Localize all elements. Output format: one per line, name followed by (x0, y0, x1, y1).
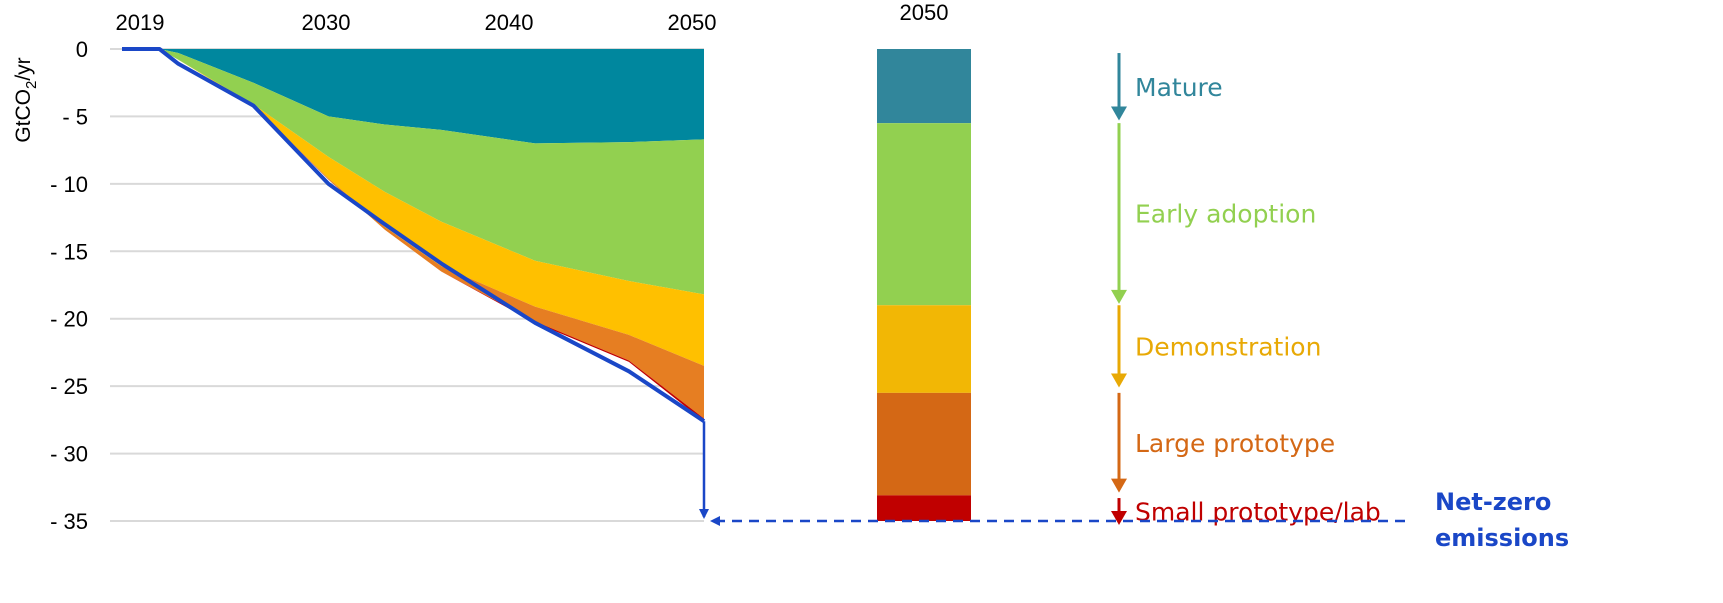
area-early-adoption (122, 49, 704, 295)
x-tick-label: 2040 (485, 10, 534, 35)
stage-arrow-head (1111, 289, 1127, 304)
stage-label: Early adoption (1135, 200, 1316, 229)
bar-segment-demonstration (877, 305, 971, 393)
stage-arrow-head (1111, 478, 1127, 493)
stage-label: Demonstration (1135, 332, 1321, 361)
x-tick-label: 2050 (668, 10, 717, 35)
y-tick-label: - 35 (50, 509, 88, 534)
area-demonstration (122, 49, 704, 366)
bar-segment-small-prototype-lab (877, 495, 971, 521)
area-mature (122, 49, 704, 144)
stage-label: Small prototype/lab (1135, 498, 1381, 527)
net-zero-annotation: Net-zero emissions (699, 421, 1569, 552)
y-tick-label: - 10 (50, 172, 88, 197)
total-emissions-line (122, 47, 706, 423)
stage-label: Large prototype (1135, 429, 1335, 458)
bar-segment-mature (877, 49, 971, 124)
y-tick-label: - 5 (62, 104, 88, 129)
y-tick-label: 0 (76, 37, 88, 62)
total-line (122, 47, 706, 423)
net-zero-label: emissions (1435, 524, 1569, 552)
net-zero-label: Net-zero (1435, 488, 1551, 516)
stage-arrow-head (1111, 373, 1127, 388)
y-tick-label: - 30 (50, 442, 88, 467)
axes: 0 - 5 - 10 - 15 - 20 - 25 - 30 - 35 2019 2030 2040… (12, 10, 716, 534)
bar-segment-large-prototype (877, 392, 971, 496)
stage-label: Mature (1135, 73, 1223, 102)
x-tick-label: 2030 (302, 10, 351, 35)
bar-year-label: 2050 (900, 0, 949, 25)
bar-2050: 2050 (877, 0, 971, 521)
stage-arrow-head (1111, 106, 1127, 121)
y-tick-label: - 25 (50, 374, 88, 399)
y-tick-label: - 15 (50, 239, 88, 264)
area-large-prototype (122, 49, 704, 419)
stage-labels: Mature Early adoption Demonstration Large p… (1111, 53, 1381, 527)
x-tick-label: 2019 (116, 10, 165, 35)
bar-segment-early-adoption (877, 123, 971, 306)
y-tick-label: - 20 (50, 307, 88, 332)
y-axis-label: GtCO2/yr (12, 57, 40, 142)
stage-arrow-head (1111, 511, 1127, 526)
area-series (122, 49, 704, 422)
